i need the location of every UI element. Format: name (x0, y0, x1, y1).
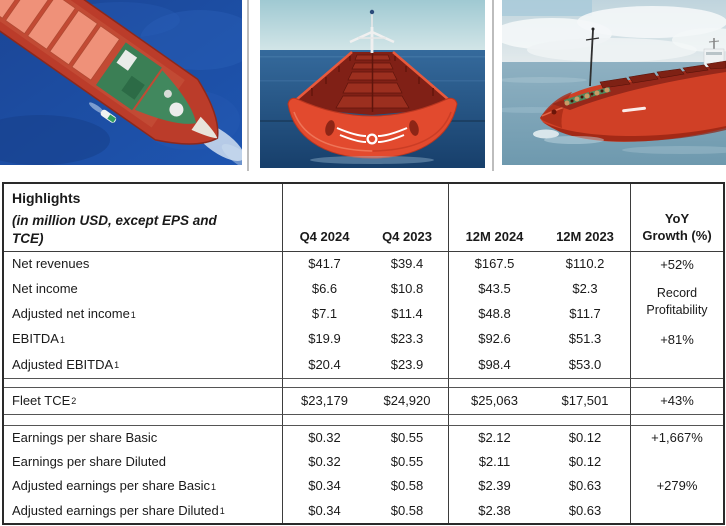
net-income-q4-2023: $10.8 (366, 277, 449, 302)
adj-eps-basic-q4-2023: $0.58 (366, 474, 449, 499)
row-label-eps-basic: Earnings per share Basic (4, 426, 283, 450)
net-revenues-q4-2023: $39.4 (366, 252, 449, 277)
photo-bow-view-bulk-carrier (260, 0, 485, 168)
adj-eps-diluted-q4-2023: $0.58 (366, 499, 449, 523)
adj-ebitda-12m-2024: $98.4 (478, 356, 511, 372)
bow-emblem (336, 127, 408, 143)
adj-net-income-q4-2023: $11.4 (366, 302, 449, 327)
eps-diluted-12m-2023: $0.12 (540, 450, 631, 474)
adj-eps-diluted-12m-2024: $2.38 (478, 502, 511, 518)
ship-name-text (622, 106, 646, 113)
eps-diluted-q4-2023: $0.55 (366, 450, 449, 474)
tug-boat (89, 102, 117, 123)
col-header-q4-2023: Q4 2023 (366, 184, 449, 252)
row-label-eps-diluted: Earnings per share Diluted (4, 450, 283, 474)
spacer-cell (283, 378, 366, 388)
spacer-cell (283, 414, 366, 426)
spacer-cell (449, 414, 540, 426)
aerial-ship-illustration (0, 0, 242, 165)
adj-ebitda-q4-2023: $23.9 (366, 352, 449, 378)
eps-basic-q4-2023: $0.55 (366, 426, 449, 450)
yoy-header-line1: YoY (664, 211, 690, 227)
row-label-net-income: Net income (4, 277, 283, 302)
row-label-adj-eps-diluted: Adjusted earnings per share Diluted 1 (4, 499, 283, 523)
spacer-cell (366, 414, 449, 426)
col-header-12m-2023: 12M 2023 (540, 184, 631, 252)
quarter-ship-illustration (502, 0, 726, 165)
spacer-cell (540, 414, 631, 426)
net-income-12m-2023: $2.3 (540, 277, 631, 302)
col-header-yoy-growth: YoY Growth (%) (631, 184, 723, 252)
row-label-ebitda: EBITDA 1 (4, 327, 283, 352)
eps-diluted-12m-2024: $2.11 (478, 453, 511, 469)
fleet-tce-12m-2023: $17,501 (540, 388, 631, 414)
adj-net-income-12m-2023: $11.7 (540, 302, 631, 327)
eps-basic-12m-2024: $2.12 (478, 429, 511, 445)
fleet-tce-q4-2023: $24,920 (366, 388, 449, 414)
spacer-cell (540, 378, 631, 388)
yoy-eps-diluted (631, 450, 723, 474)
table-header-title-cell: Highlights (in million USD, except EPS a… (4, 184, 283, 252)
photo-aerial-bulk-carrier (0, 0, 242, 165)
spacer-cell (449, 378, 540, 388)
spacer-cell (366, 378, 449, 388)
eps-basic-q4-2024: $0.32 (308, 429, 341, 445)
photo-divider (492, 0, 494, 171)
bow-ship-illustration (260, 0, 485, 168)
signal-mast (349, 9, 395, 53)
yoy-adj-eps-basic: +279% (656, 478, 698, 494)
net-income-12m-2024: $43.5 (478, 281, 511, 297)
yoy-fleet-tce: +43% (660, 392, 694, 408)
adj-net-income-12m-2024: $48.8 (478, 306, 511, 322)
adj-eps-basic-12m-2024: $2.39 (478, 478, 511, 494)
row-label-adjusted-ebitda: Adjusted EBITDA 1 (4, 352, 283, 378)
photo-divider (247, 0, 249, 171)
eps-basic-12m-2023: $0.12 (540, 426, 631, 450)
adj-ebitda-12m-2023: $53.0 (540, 352, 631, 378)
net-revenues-q4-2024: $41.7 (308, 256, 341, 272)
yoy-ebitda: +81% (660, 332, 694, 347)
yoy-header-line2: Growth (%) (642, 228, 712, 244)
yoy-record-profitability: Record Profitability (646, 286, 708, 317)
fleet-tce-q4-2024: $23,179 (301, 392, 348, 408)
adj-eps-diluted-12m-2023: $0.63 (540, 499, 631, 523)
row-label-adjusted-net-income: Adjusted net income 1 (4, 302, 283, 327)
yoy-eps-basic: +1,667% (651, 429, 703, 445)
ebitda-q4-2024: $19.9 (308, 331, 341, 347)
row-label-fleet-tce: Fleet TCE 2 (4, 388, 283, 414)
ebitda-12m-2023: $51.3 (540, 327, 631, 352)
yoy-pnl-section-cell: +52% Record Profitability +81% (631, 252, 723, 378)
col-header-12m-2024: 12M 2024 (449, 184, 540, 252)
row-label-adj-eps-basic: Adjusted earnings per share Basic 1 (4, 474, 283, 499)
ebitda-q4-2023: $23.3 (366, 327, 449, 352)
highlights-table: Highlights (in million USD, except EPS a… (2, 182, 725, 525)
eps-diluted-q4-2024: $0.32 (308, 453, 341, 469)
spacer-cell (4, 414, 283, 426)
spacer-cell (4, 378, 283, 388)
net-revenues-12m-2023: $110.2 (540, 252, 631, 277)
fleet-tce-12m-2024: $25,063 (471, 392, 518, 408)
yoy-net-revenues: +52% (660, 257, 694, 272)
adj-eps-diluted-q4-2024: $0.34 (308, 502, 341, 518)
ebitda-12m-2024: $92.6 (478, 331, 511, 347)
yoy-adj-eps-diluted (631, 499, 723, 523)
net-revenues-12m-2024: $167.5 (474, 256, 515, 272)
adj-net-income-q4-2024: $7.1 (311, 306, 338, 322)
spacer-cell (631, 378, 723, 388)
spacer-cell (631, 414, 723, 426)
row-label-net-revenues: Net revenues (4, 252, 283, 277)
photo-quarter-view-bulk-carrier (502, 0, 726, 165)
adj-ebitda-q4-2024: $20.4 (308, 356, 341, 372)
table-subtitle: (in million USD, except EPS and TCE) (12, 213, 217, 247)
adj-eps-basic-12m-2023: $0.63 (540, 474, 631, 499)
adj-eps-basic-q4-2024: $0.34 (308, 478, 341, 494)
net-income-q4-2024: $6.6 (311, 281, 338, 297)
col-header-q4-2024: Q4 2024 (283, 184, 366, 252)
table-title: Highlights (12, 190, 81, 206)
